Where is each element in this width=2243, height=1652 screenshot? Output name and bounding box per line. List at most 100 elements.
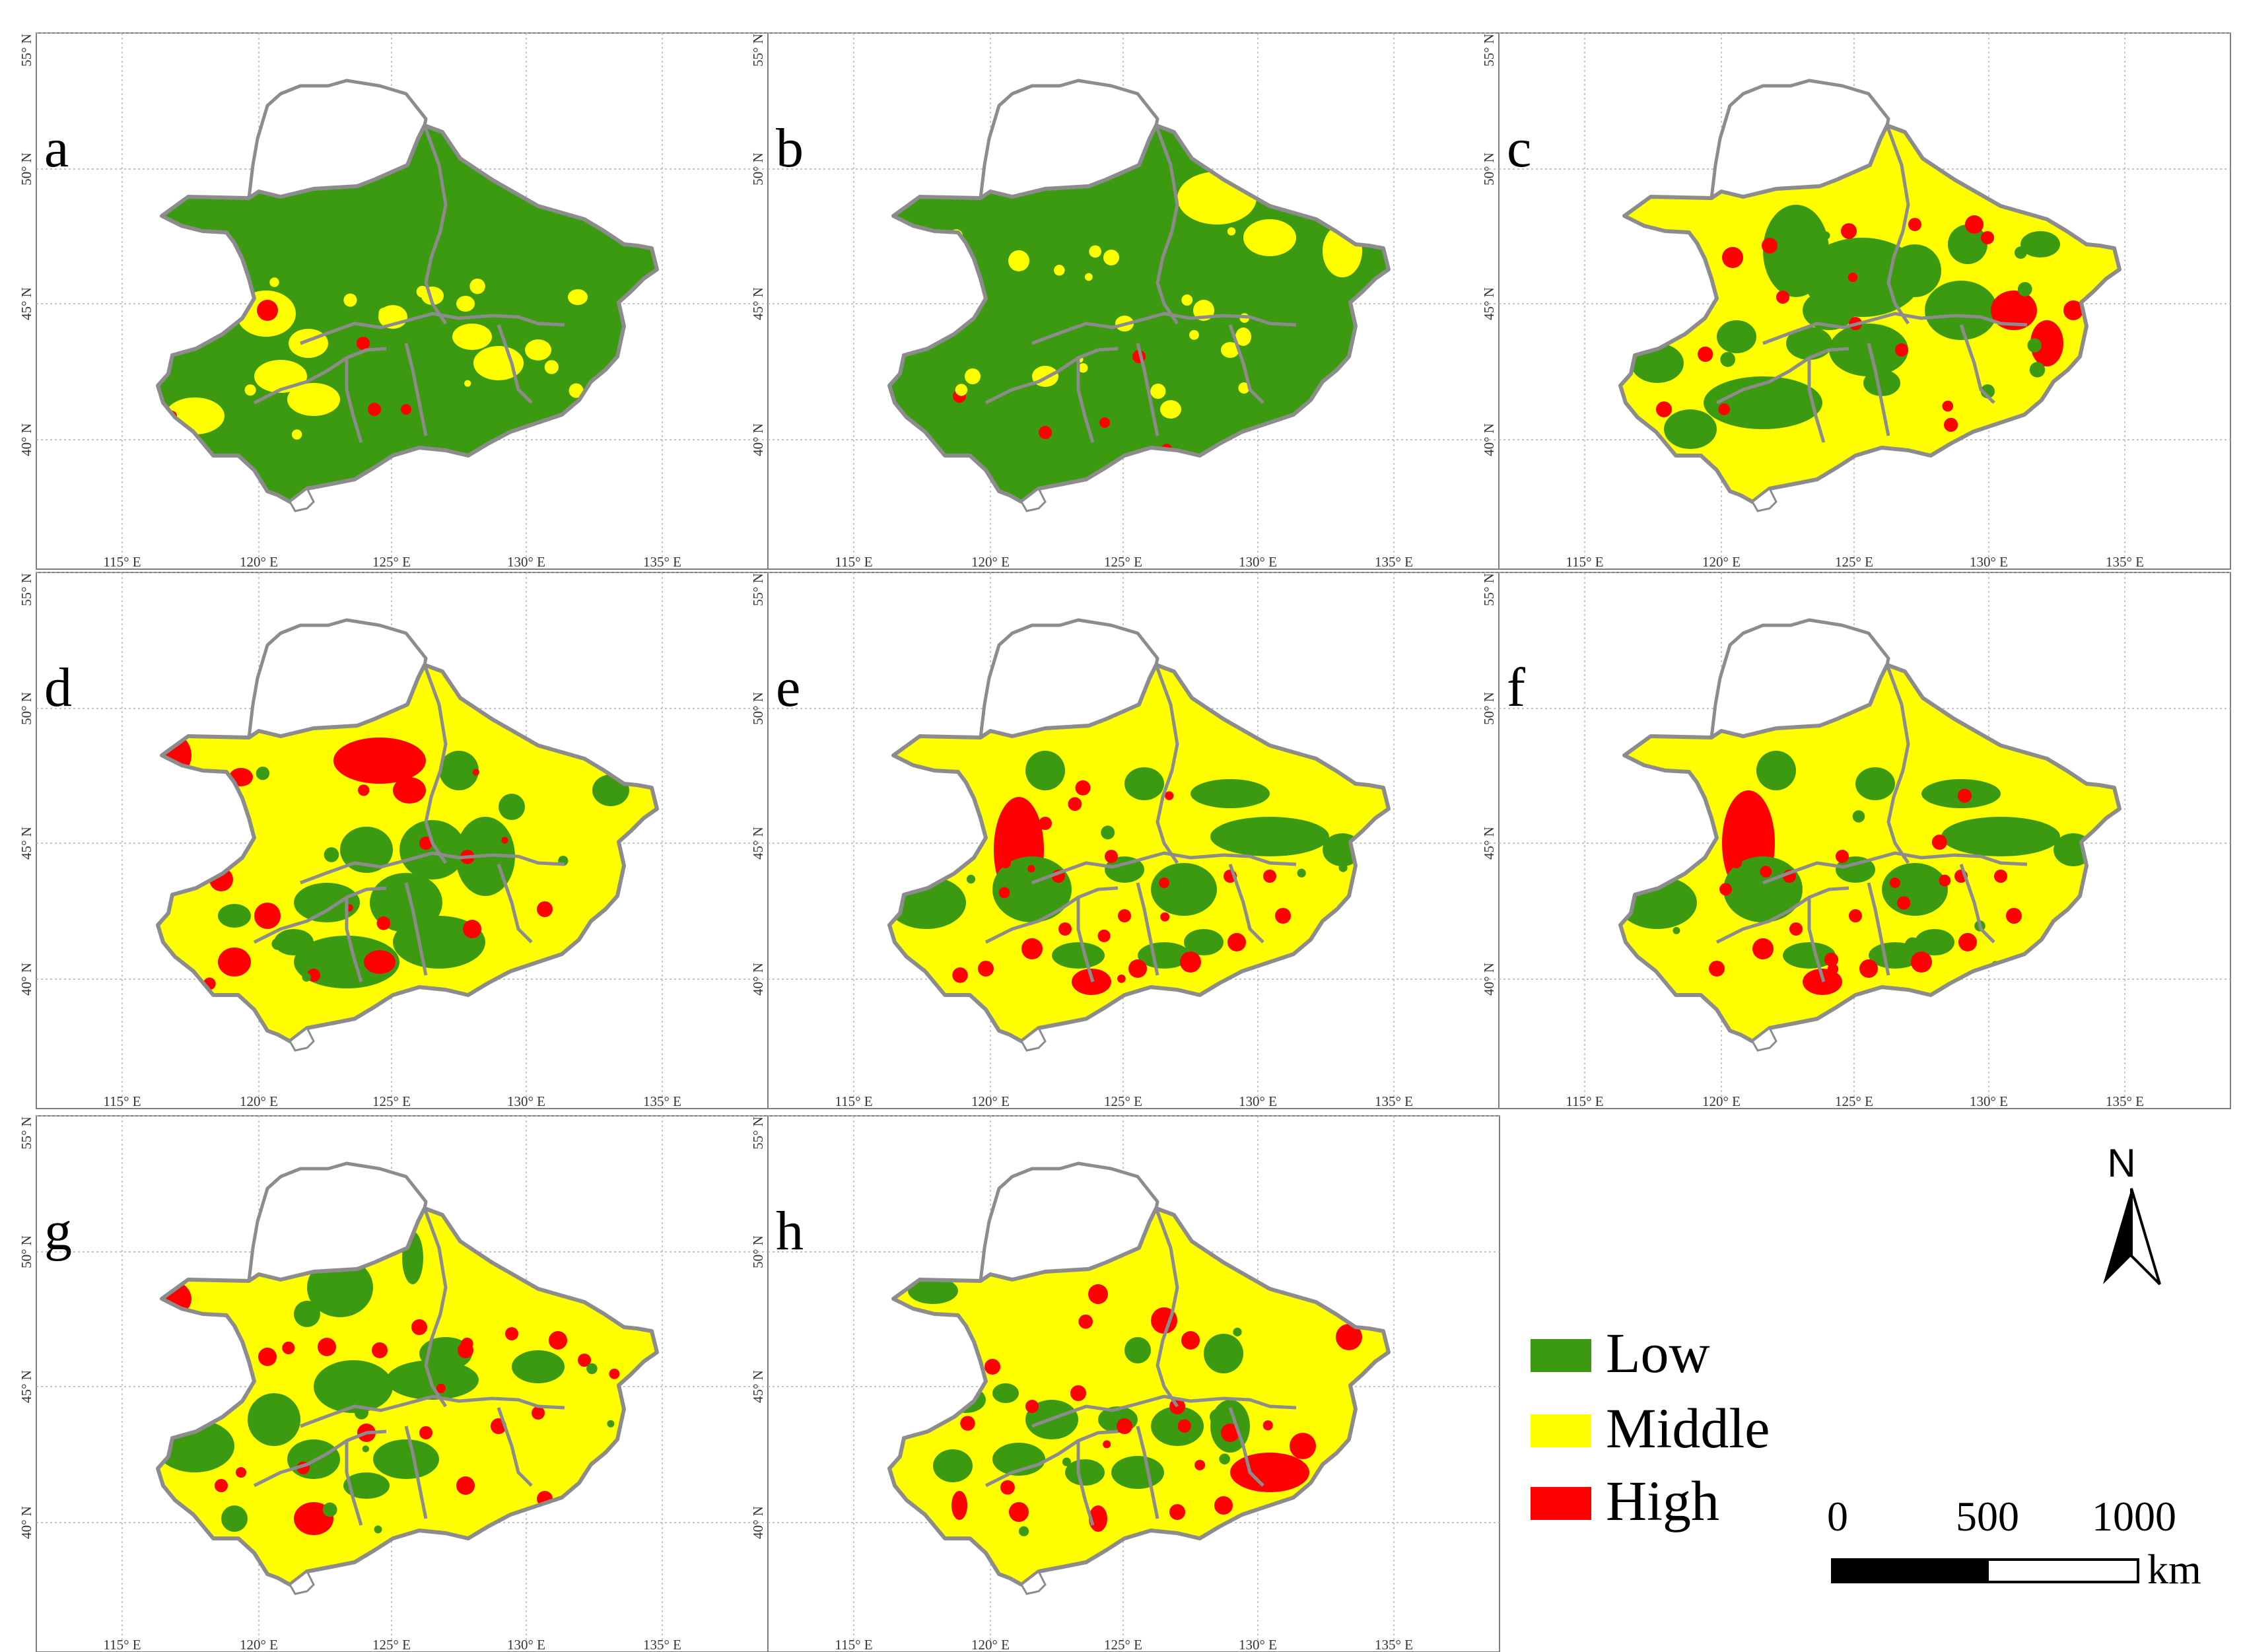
province-boundary — [253, 1429, 387, 1488]
risk-patch-high — [1180, 951, 1201, 973]
risk-patch-high — [1263, 870, 1276, 883]
lat-tick-label: 50° N — [750, 1235, 766, 1268]
risk-dot-low — [271, 938, 284, 950]
lat-tick-label: 45° N — [1481, 287, 1497, 320]
risk-dot-low — [1904, 937, 1921, 953]
risk-patch-high — [463, 920, 481, 938]
lon-tick-label: 130° E — [1239, 554, 1277, 570]
province-boundary — [1031, 851, 1297, 885]
lon-tick-label: 115° E — [103, 554, 141, 570]
lat-tick-label: 40° N — [1481, 963, 1497, 996]
lon-tick-label: 135° E — [2106, 554, 2144, 570]
province-boundary — [497, 324, 533, 404]
risk-dot-middle — [464, 380, 471, 387]
risk-dot-low — [1018, 1526, 1029, 1536]
province-boundaries — [984, 665, 1297, 982]
map-panel-d: 115° E 120° E 125° E 130° E 135° E 55° N 50° N… — [18, 572, 769, 1109]
risk-dot-low — [1209, 1408, 1225, 1425]
risk-patch-middle — [568, 289, 588, 305]
risk-patch-high — [1849, 909, 1862, 922]
risk-patch-low — [386, 1360, 479, 1400]
risk-dot-low — [966, 874, 976, 884]
risk-dot-low — [1062, 1457, 1071, 1466]
risk-patch-high — [1169, 1504, 1185, 1520]
risk-dot-middle — [244, 384, 256, 396]
province-boundary — [1762, 312, 2028, 345]
risk-patch-low — [1105, 856, 1144, 883]
lat-tick-label: 45° N — [750, 827, 766, 860]
scale-bar-tick-1000: 1000 — [2092, 1493, 2176, 1540]
province-boundary — [404, 882, 428, 976]
panel-label: h — [776, 1200, 804, 1262]
risk-patch-low — [1803, 291, 1855, 330]
risk-dot-low — [1822, 231, 1830, 240]
risk-dot-middle — [1181, 294, 1193, 306]
risk-patch-high — [254, 903, 281, 929]
risk-dot-high — [609, 1368, 620, 1379]
province-boundaries — [1715, 665, 2028, 982]
risk-patch-high — [1965, 215, 1984, 234]
lon-tick-label: 115° E — [1566, 1093, 1603, 1109]
province-boundary — [1136, 1426, 1159, 1519]
risk-patch-high — [1789, 922, 1803, 936]
risk-patch-high — [258, 1348, 277, 1366]
risk-patch-high — [1731, 858, 1742, 868]
risk-patch-low — [1210, 817, 1329, 856]
risk-dot-high — [1939, 874, 1951, 887]
province-boundary — [1076, 897, 1095, 982]
risk-patch-high — [1841, 223, 1857, 239]
risk-patch-high — [1290, 1433, 1316, 1459]
lat-tick-label: 50° N — [1481, 153, 1497, 186]
province-boundary — [1715, 347, 1849, 405]
risk-dot-high — [1262, 1420, 1273, 1431]
risk-dot-middle — [544, 360, 559, 374]
risk-patch-high — [364, 950, 396, 974]
peninsula-islands — [1751, 487, 1777, 512]
lat-tick-label: 45° N — [1481, 827, 1497, 860]
risk-patch-low — [992, 1383, 1019, 1403]
lat-tick-label: 55° N — [1481, 573, 1497, 606]
risk-dot-high — [1000, 1480, 1015, 1495]
panel-label: c — [1507, 118, 1531, 179]
province-boundary — [1885, 125, 1910, 325]
risk-dot-high — [1824, 952, 1839, 967]
risk-patch-middle — [525, 339, 551, 361]
legend-label-low: Low — [1606, 1321, 1710, 1385]
risk-patch-middle — [965, 368, 981, 384]
risk-patch-high — [2063, 300, 2083, 320]
risk-dot-high — [1957, 788, 1972, 803]
risk-patch-high — [1099, 417, 1110, 428]
risk-patch-low — [1882, 863, 1948, 916]
province-boundary — [1762, 851, 2028, 885]
risk-dot-middle — [1189, 329, 1199, 340]
lon-tick-label: 125° E — [372, 1637, 411, 1652]
legend: Low Middle High — [1531, 1321, 1770, 1532]
risk-patch-high — [393, 777, 426, 804]
risk-patch-high — [978, 961, 994, 977]
risk-patch-low — [2020, 231, 2060, 258]
peninsula-islands — [1020, 1026, 1047, 1052]
risk-dot-low — [352, 1383, 361, 1392]
lon-tick-label: 120° E — [1702, 1093, 1741, 1109]
risk-dot-high — [1177, 1419, 1191, 1433]
risk-patch-middle — [456, 296, 475, 312]
lon-tick-label: 115° E — [1566, 554, 1603, 570]
risk-dot-high — [1027, 864, 1035, 873]
risk-dot-high — [1075, 780, 1091, 796]
lon-tick-label: 115° E — [103, 1093, 141, 1109]
risk-dot-high — [1097, 929, 1111, 943]
province-boundary — [1959, 864, 1995, 944]
lon-tick-label: 120° E — [240, 1093, 278, 1109]
risk-patch-high — [1105, 850, 1118, 863]
risk-patch-low — [399, 820, 466, 879]
risk-patch-middle — [452, 324, 492, 350]
region-outline — [887, 663, 1391, 1043]
risk-patch-high — [2030, 320, 2063, 366]
risk-patch-low — [1915, 929, 1954, 955]
risk-patch-low — [1855, 767, 1895, 800]
risk-dot-high — [1760, 866, 1772, 878]
risk-patch-high — [549, 1331, 567, 1350]
scale-bar-black-segment — [1831, 1558, 1989, 1583]
risk-dot-high — [998, 887, 1010, 899]
lon-tick-label: 130° E — [507, 1637, 545, 1652]
